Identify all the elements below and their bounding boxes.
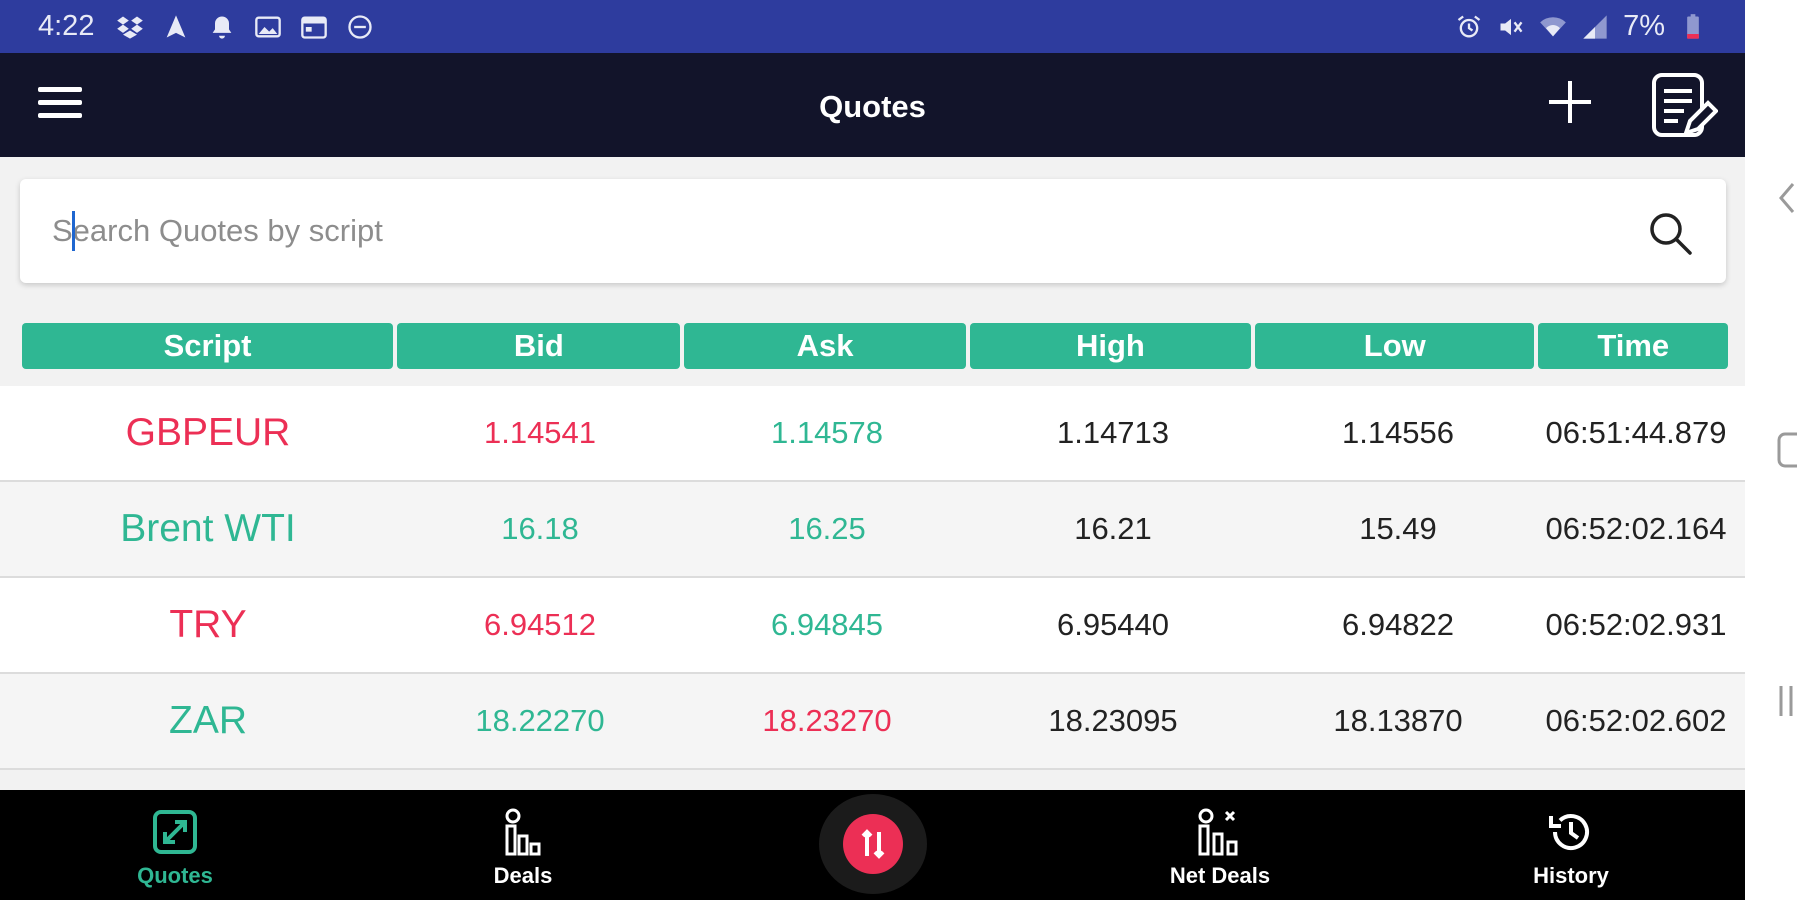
notification-bell-icon — [213, 16, 232, 39]
nav-label: Deals — [493, 863, 553, 888]
text-cursor — [72, 211, 75, 251]
status-icons-left — [116, 13, 374, 41]
cell-bid: 1.14541 — [483, 415, 597, 450]
cell-time: 06:52:02.164 — [1545, 511, 1727, 546]
column-header-time[interactable]: Time — [1538, 323, 1728, 369]
chevron-left-icon[interactable] — [1775, 180, 1797, 216]
cell-low: 1.14556 — [1341, 415, 1455, 450]
deals-icon — [505, 808, 541, 856]
status-bar: 4:22 7% — [0, 0, 1745, 53]
nav-deals[interactable]: Deals — [458, 790, 588, 900]
battery-percent: 7% — [1623, 10, 1665, 42]
search-bar — [20, 179, 1726, 283]
wifi-icon — [1540, 16, 1566, 36]
side-edge-panel — [1745, 0, 1800, 900]
page-title: Quotes — [819, 89, 926, 124]
edge-square-icon — [1777, 432, 1797, 468]
table-row[interactable]: TRY 6.94512 6.94845 6.95440 6.94822 06:5… — [0, 578, 1745, 674]
cell-bid: 16.18 — [501, 511, 579, 546]
cell-script: ZAR — [169, 699, 247, 742]
signal-icon — [1583, 14, 1607, 39]
cell-ask: 18.23270 — [762, 703, 892, 738]
trade-center-icon — [843, 814, 903, 874]
column-header-low[interactable]: Low — [1255, 323, 1535, 369]
cell-high: 6.95440 — [1056, 607, 1170, 642]
cell-time: 06:52:02.931 — [1545, 607, 1727, 642]
plus-icon[interactable] — [1543, 75, 1597, 129]
cell-time: 06:52:02.602 — [1545, 703, 1727, 738]
bottom-navigation: Quotes Deals Net Deals History — [0, 790, 1745, 900]
trade-center-button[interactable] — [819, 794, 927, 894]
image-icon — [255, 16, 282, 37]
cell-low: 6.94822 — [1341, 607, 1455, 642]
column-header-high[interactable]: High — [969, 323, 1252, 369]
table-row[interactable]: ZAR 18.22270 18.23270 18.23095 18.13870 … — [0, 674, 1745, 770]
battery-icon — [1687, 13, 1699, 39]
column-header-bid[interactable]: Bid — [397, 323, 681, 369]
dropbox-icon — [117, 16, 144, 39]
cell-bid: 18.22270 — [475, 703, 605, 738]
calendar-icon — [301, 16, 328, 39]
cell-ask: 6.94845 — [770, 607, 884, 642]
search-input[interactable] — [52, 201, 1612, 261]
app-screen: 4:22 7% Quotes Script Bid — [0, 0, 1745, 900]
quotes-table: GBPEUR 1.14541 1.14578 1.14713 1.14556 0… — [0, 386, 1745, 770]
column-header-script[interactable]: Script — [22, 323, 394, 369]
mute-icon — [1500, 18, 1523, 35]
column-header-ask[interactable]: Ask — [684, 323, 966, 369]
cell-ask: 1.14578 — [770, 415, 884, 450]
net-deals-icon — [1198, 808, 1238, 856]
nav-label: History — [1533, 863, 1609, 888]
edit-list-icon[interactable] — [1648, 69, 1718, 143]
cell-low: 18.13870 — [1333, 703, 1463, 738]
app-bar: Quotes — [0, 53, 1745, 157]
cell-high: 1.14713 — [1056, 415, 1170, 450]
cell-script: TRY — [169, 603, 247, 646]
cell-high: 16.21 — [1074, 511, 1152, 546]
hamburger-menu-icon[interactable] — [38, 87, 82, 123]
alarm-icon — [1457, 15, 1481, 37]
nav-history[interactable]: History — [1506, 790, 1636, 900]
edge-pause-icon — [1779, 686, 1793, 716]
nav-quotes[interactable]: Quotes — [110, 790, 240, 900]
search-icon[interactable] — [1646, 209, 1694, 257]
cell-ask: 16.25 — [788, 511, 866, 546]
history-icon — [1549, 814, 1589, 850]
cell-low: 15.49 — [1359, 511, 1437, 546]
status-icons-right: 7% — [1455, 10, 1707, 43]
cell-bid: 6.94512 — [483, 607, 597, 642]
nav-net-deals[interactable]: Net Deals — [1150, 790, 1290, 900]
nav-label: Net Deals — [1169, 863, 1271, 888]
cell-script: Brent WTI — [120, 507, 296, 550]
navigation-icon — [167, 14, 186, 38]
cell-high: 18.23095 — [1048, 703, 1178, 738]
quotes-expand-icon — [153, 810, 197, 854]
table-row[interactable]: Brent WTI 16.18 16.25 16.21 15.49 06:52:… — [0, 482, 1745, 578]
status-time: 4:22 — [38, 10, 95, 42]
nav-label: Quotes — [137, 863, 213, 888]
do-not-disturb-icon — [348, 14, 373, 39]
table-row[interactable]: GBPEUR 1.14541 1.14578 1.14713 1.14556 0… — [0, 386, 1745, 482]
table-header: Script Bid Ask High Low Time — [22, 323, 1728, 369]
cell-time: 06:51:44.879 — [1545, 415, 1727, 450]
cell-script: GBPEUR — [125, 411, 291, 454]
